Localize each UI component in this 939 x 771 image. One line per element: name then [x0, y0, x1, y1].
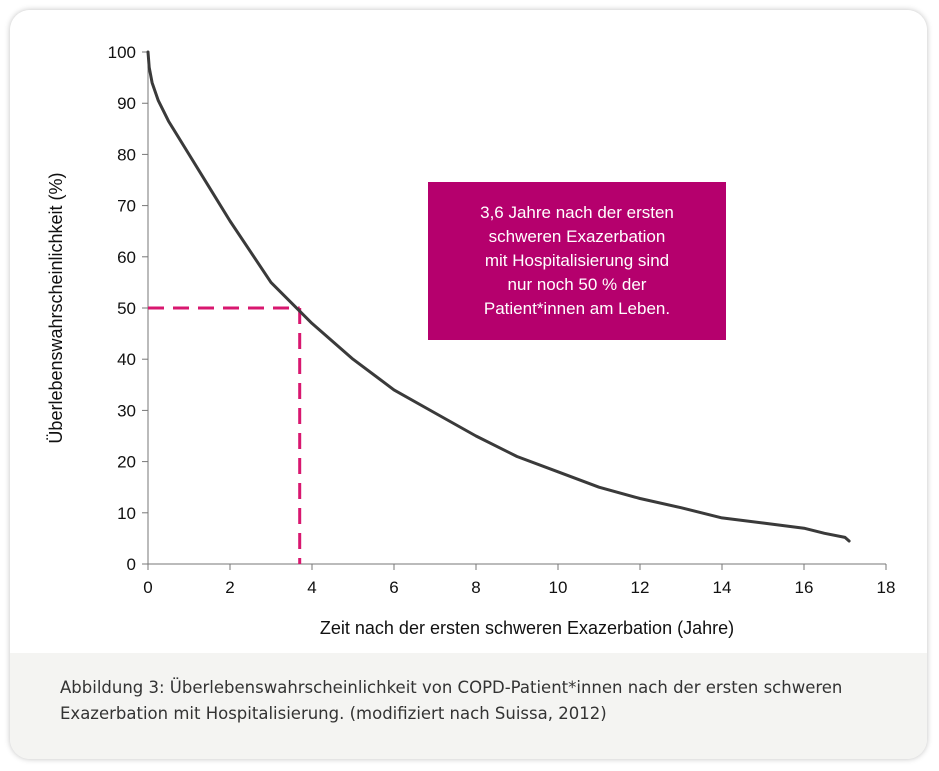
y-tick-label: 10 — [117, 504, 136, 523]
caption-line-1: Abbildung 3: Überlebenswahrscheinlichkei… — [60, 678, 843, 697]
y-tick-label: 60 — [117, 248, 136, 267]
y-axis-label: Überlebenswahrscheinlichkeit (%) — [46, 172, 66, 443]
annotation-box: 3,6 Jahre nach der ersten schweren Exaze… — [428, 182, 726, 340]
x-tick-label: 8 — [471, 578, 480, 597]
survival-curve — [146, 50, 851, 543]
x-tick-label: 2 — [225, 578, 234, 597]
chart-area: 0 10 20 30 40 50 60 70 80 90 100 0 2 4 6 8 10 12 14 16 18 Zei… — [10, 10, 927, 653]
y-tick-label: 70 — [117, 197, 136, 216]
y-tick-label: 20 — [117, 453, 136, 472]
survival-chart: 0 10 20 30 40 50 60 70 80 90 100 0 2 4 6 8 10 12 14 16 18 Zei… — [46, 43, 896, 638]
x-tick-label: 12 — [631, 578, 650, 597]
annotation-line-4: nur noch 50 % der — [507, 275, 647, 294]
y-tick-label: 0 — [127, 555, 136, 574]
caption-line-2: Exazerbation mit Hospitalisierung. (modi… — [60, 704, 607, 723]
x-tick-label: 4 — [307, 578, 316, 597]
annotation-line-1: 3,6 Jahre nach der ersten — [480, 203, 674, 222]
annotation-text: 3,6 Jahre nach der ersten schweren Exaze… — [480, 201, 674, 321]
y-tick-label: 80 — [117, 145, 136, 164]
y-tick-label: 50 — [117, 299, 136, 318]
y-tick-label: 40 — [117, 350, 136, 369]
x-tick-label: 18 — [877, 578, 896, 597]
annotation-line-3: mit Hospitalisierung sind — [484, 251, 670, 270]
x-tick-label: 10 — [549, 578, 568, 597]
annotation-line-5: Patient*innen am Leben. — [483, 299, 671, 318]
annotation-line-2: schweren Exazerbation — [488, 227, 666, 246]
figure-caption: Abbildung 3: Überlebenswahrscheinlichkei… — [60, 675, 900, 727]
caption-area: Abbildung 3: Überlebenswahrscheinlichkei… — [10, 653, 927, 759]
x-tick-label: 6 — [389, 578, 398, 597]
figure-card: 0 10 20 30 40 50 60 70 80 90 100 0 2 4 6 8 10 12 14 16 18 Zei… — [10, 10, 927, 759]
y-tick-label: 100 — [108, 43, 136, 62]
x-tick-label: 16 — [795, 578, 814, 597]
y-tick-label: 90 — [117, 94, 136, 113]
x-tick-label: 14 — [713, 578, 732, 597]
x-tick-label: 0 — [143, 578, 152, 597]
y-tick-label: 30 — [117, 401, 136, 420]
x-axis-label: Zeit nach der ersten schweren Exazerbati… — [320, 618, 734, 638]
